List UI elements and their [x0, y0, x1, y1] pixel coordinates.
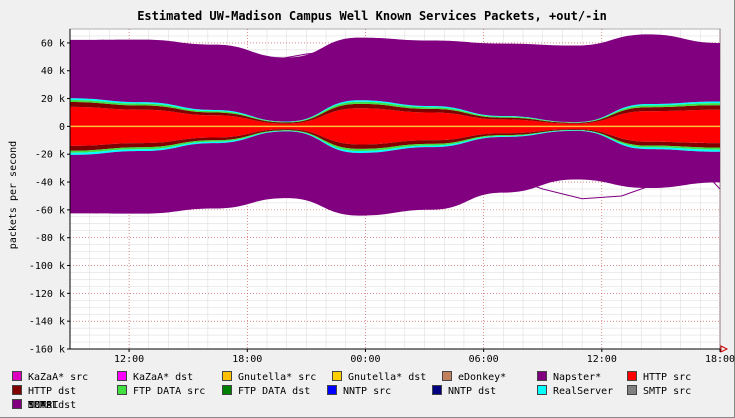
y-tick-label: 0 — [59, 122, 65, 133]
x-tick-label: 12:00 — [114, 354, 144, 365]
legend-label: FTP DATA dst — [238, 386, 311, 397]
legend-label: TOTAL — [28, 400, 59, 411]
legend-label: SMTP src — [643, 386, 692, 397]
x-axis-arrow — [720, 345, 729, 353]
legend-swatch — [12, 399, 22, 409]
legend-swatch — [222, 371, 232, 381]
area-in-total — [70, 130, 720, 216]
y-axis-label: packets per second — [8, 141, 19, 249]
legend-label: KaZaA* dst — [133, 372, 194, 383]
legend-swatch — [332, 371, 342, 381]
legend-label: NNTP src — [343, 386, 392, 397]
area-in-realserver — [70, 130, 720, 155]
legend-label: KaZaA* src — [28, 372, 89, 383]
legend-item: KaZaA* src — [12, 371, 88, 385]
legend-item: Gnutella* dst — [332, 371, 426, 385]
legend-item: FTP DATA dst — [222, 385, 310, 399]
legend-swatch — [627, 371, 637, 381]
y-tick-label: -140 k — [29, 317, 65, 328]
chart-title: Estimated UW-Madison Campus Well Known S… — [137, 9, 607, 23]
y-tick-label: -160 k — [29, 345, 65, 356]
area-out-ftp-data-src — [70, 99, 720, 123]
legend-item: TOTAL — [12, 399, 58, 413]
y-axis-ticks: 60 k 40 k 20 k 0 -20 k -40 k -60 k -80 k -100 k -… — [29, 38, 70, 356]
legend-swatch — [432, 385, 442, 395]
axes — [69, 29, 729, 353]
y-tick-label: -20 k — [35, 150, 65, 161]
y-tick-label: -100 k — [29, 261, 65, 272]
area-in-http-src — [70, 126, 720, 146]
legend-label: Gnutella* src — [238, 372, 317, 383]
legend-item: Gnutella* src — [222, 371, 316, 385]
area-out-http-src — [70, 106, 720, 127]
legend-item: Napster* — [537, 371, 601, 385]
legend-item: SMTP src — [627, 385, 691, 399]
legend-item: NNTP dst — [432, 385, 496, 399]
legend-label: ICMP — [28, 400, 53, 411]
x-tick-label: 12:00 — [587, 354, 617, 365]
x-tick-label: 06:00 — [469, 354, 499, 365]
legend-label: MCAST — [28, 400, 59, 411]
x-tick-label: 18:00 — [705, 354, 735, 365]
legend-label: FTP DATA src — [133, 386, 206, 397]
area-in-ftp-data-src — [70, 130, 720, 153]
y-tick-label: 20 k — [41, 94, 65, 105]
legend-swatch — [117, 371, 127, 381]
line-in-total — [69, 156, 721, 200]
x-tick-label: 18:00 — [232, 354, 262, 365]
legend-label: Napster* — [553, 372, 602, 383]
y-tick-label: 40 k — [41, 66, 65, 77]
legend-swatch — [327, 385, 337, 395]
legend-item: HTTP src — [627, 371, 691, 385]
legend-swatch — [12, 385, 22, 395]
legend-label: HTTP dst — [28, 386, 77, 397]
legend-item: FTP DATA src — [117, 385, 205, 399]
legend-swatch — [537, 385, 547, 395]
series-lines — [69, 49, 721, 200]
y-tick-label: -80 k — [35, 233, 65, 244]
legend-swatch — [537, 371, 547, 381]
legend-swatch — [442, 371, 452, 381]
x-tick-label: 00:00 — [350, 354, 380, 365]
legend-label: Gnutella* dst — [348, 372, 427, 383]
legend-swatch — [627, 385, 637, 395]
area-out-realserver — [70, 98, 720, 123]
legend-label: HTTP src — [643, 372, 692, 383]
series-areas — [70, 34, 720, 216]
legend-item: RealServer — [537, 385, 613, 399]
y-tick-label: -120 k — [29, 289, 65, 300]
legend-label: SMTP dst — [28, 400, 77, 411]
y-tick-label: 60 k — [41, 38, 65, 49]
legend-item: KaZaA* dst — [117, 371, 193, 385]
line-out-total — [69, 49, 721, 100]
legend-label: RealServer — [553, 386, 614, 397]
legend-item: NNTP src — [327, 385, 391, 399]
y-tick-label: -60 k — [35, 205, 65, 216]
legend-label: NNTP dst — [448, 386, 497, 397]
legend-swatch — [222, 385, 232, 395]
legend-label: eDonkey* — [458, 372, 507, 383]
y-tick-label: -40 k — [35, 178, 65, 189]
legend-item: eDonkey* — [442, 371, 506, 385]
legend-swatch — [117, 385, 127, 395]
legend-swatch — [12, 371, 22, 381]
legend-item: HTTP dst — [12, 385, 76, 399]
area-out-total — [70, 34, 720, 123]
